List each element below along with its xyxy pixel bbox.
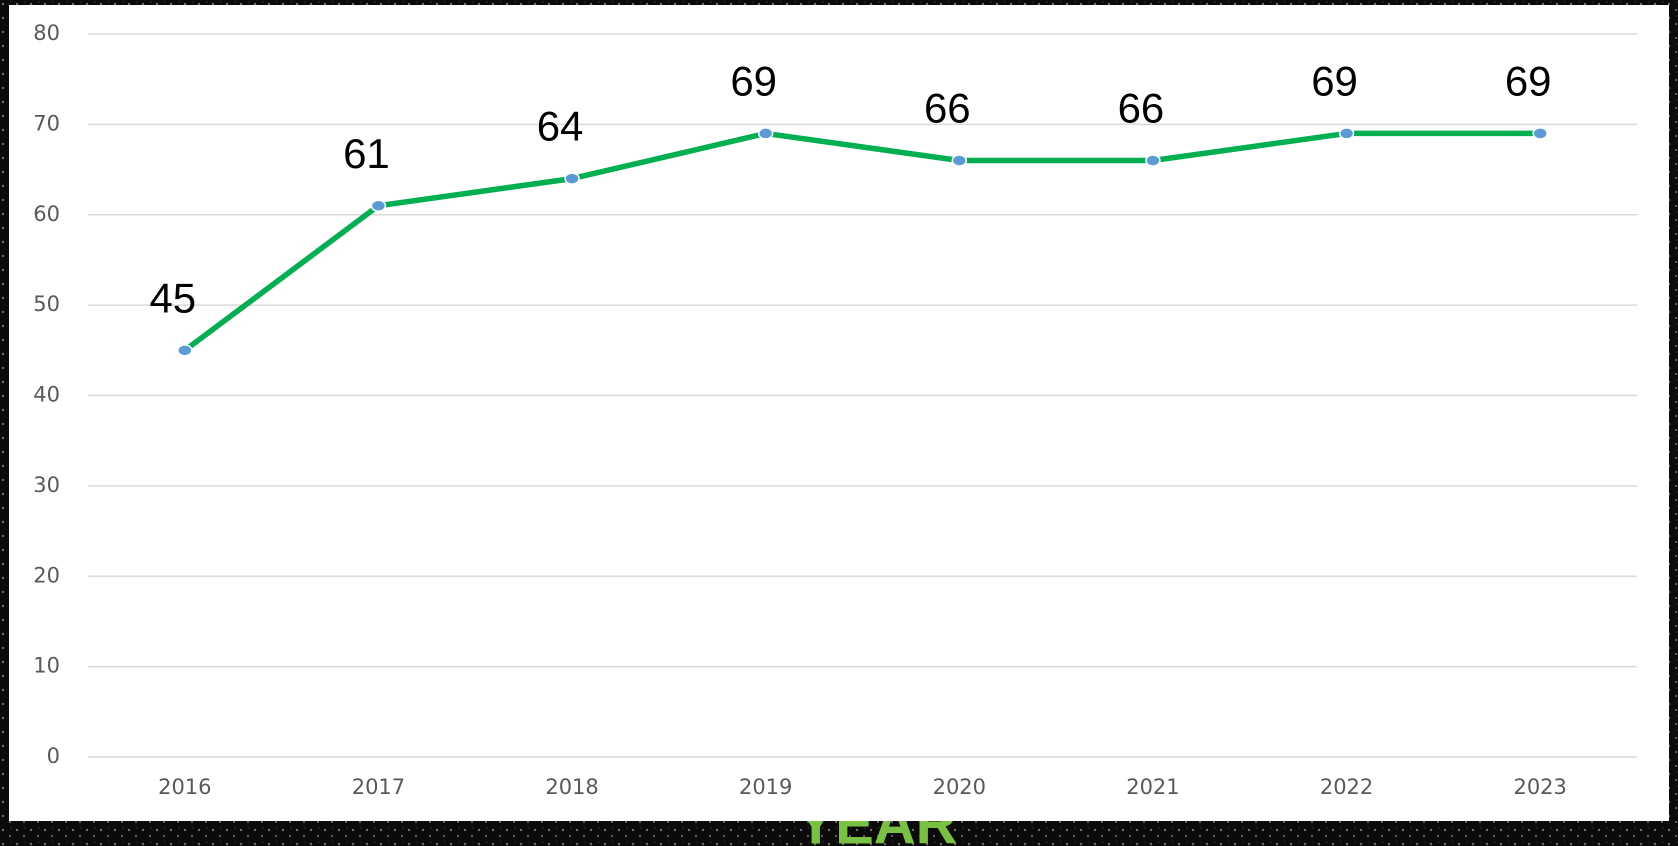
x-tick-label: 2017 [352,775,405,799]
data-point [757,127,774,140]
data-point [564,172,580,185]
x-tick-label: 2021 [1126,775,1179,799]
y-tick-label: 20 [33,563,60,587]
data-label: 66 [924,85,971,132]
y-tick-label: 80 [33,21,60,45]
data-label: 69 [730,58,777,105]
x-tick-label: 2019 [739,775,792,799]
y-tick-label: 40 [33,383,60,407]
series-line [183,130,1541,353]
data-label: 69 [1311,58,1358,105]
data-point [1145,154,1161,167]
data-label: 66 [1118,85,1165,132]
chart-panel [9,5,1669,821]
y-tick-label: 30 [33,473,60,497]
data-label: 69 [1505,58,1552,105]
x-tick-label: 2020 [933,775,986,799]
y-tick-label: 70 [33,111,60,135]
data-point [370,199,387,212]
y-tick-label: 50 [33,292,60,316]
x-tick-label: 2018 [545,775,598,799]
data-point [1338,127,1355,140]
data-label: 45 [149,274,196,321]
data-point [1532,127,1548,140]
data-point [951,154,968,167]
y-tick-label: 0 [47,744,60,768]
y-tick-label: 60 [33,202,60,226]
data-label: 61 [343,130,390,177]
data-label: 64 [537,103,584,150]
y-tick-label: 10 [33,654,60,678]
x-tick-label: 2022 [1320,775,1373,799]
x-tick-label: 2016 [158,775,211,799]
x-tick-label: 2023 [1513,775,1566,799]
data-point [177,344,193,357]
